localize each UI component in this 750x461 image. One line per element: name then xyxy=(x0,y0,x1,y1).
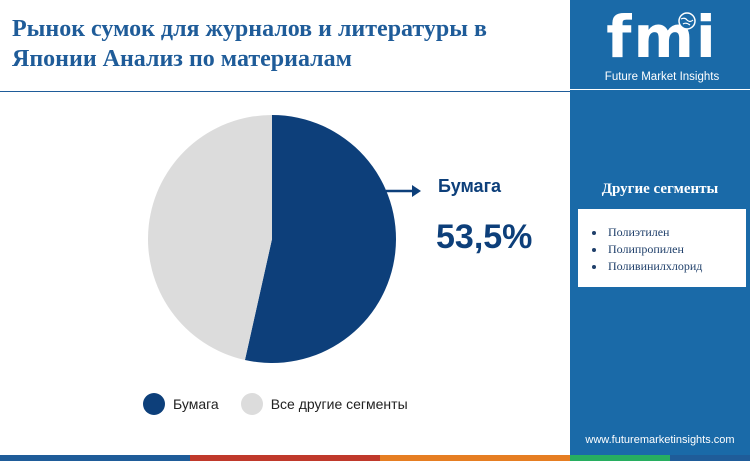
logo-subtitle: Future Market Insights xyxy=(604,71,720,83)
website-link[interactable]: www.futuremarketinsights.com xyxy=(585,434,735,446)
bullet-icon xyxy=(592,230,596,235)
callout-arrow-icon xyxy=(386,185,421,197)
stripe-segment xyxy=(0,455,190,461)
logo-wordmark: fmi xyxy=(606,3,718,71)
globe-icon xyxy=(678,12,696,30)
callout-value: 53,5% xyxy=(436,218,533,256)
pie-slice-paper xyxy=(244,115,397,364)
page-title: Рынок сумок для журналов и литературы в … xyxy=(12,16,487,72)
segments-list: Полиэтилен Полипропилен Поливинилхлорид xyxy=(592,224,702,275)
chart-legend: Бумага Все другие сегменты xyxy=(143,393,430,415)
footer-stripe xyxy=(0,455,750,461)
segments-box: Полиэтилен Полипропилен Поливинилхлорид xyxy=(578,209,746,287)
sidebar: fmi Future Market Insights Другие сегмен… xyxy=(570,0,750,461)
stripe-segment xyxy=(670,455,750,461)
callout-label: Бумага xyxy=(438,176,502,196)
segment-label: Поливинилхлорид xyxy=(608,259,703,273)
legend-item-paper: Бумага xyxy=(143,393,219,415)
stripe-segment xyxy=(380,455,570,461)
legend-label-other: Все другие сегменты xyxy=(270,396,408,412)
bullet-icon xyxy=(592,247,596,252)
segments-heading: Другие сегменты xyxy=(601,181,719,197)
stripe-segment xyxy=(190,455,380,461)
stripe-segment xyxy=(570,455,670,461)
legend-item-other: Все другие сегменты xyxy=(240,393,408,415)
list-item: Полипропилен xyxy=(592,241,702,258)
legend-label-paper: Бумага xyxy=(173,396,219,412)
list-item: Поливинилхлорид xyxy=(592,258,702,275)
bullet-icon xyxy=(592,264,596,269)
segment-label: Полипропилен xyxy=(608,242,684,256)
legend-swatch-paper xyxy=(143,393,165,415)
pie-slice-other xyxy=(148,115,272,361)
list-item: Полиэтилен xyxy=(592,224,702,241)
segment-label: Полиэтилен xyxy=(608,225,670,239)
sidebar-divider xyxy=(570,89,750,90)
fmi-logo: fmi Future Market Insights xyxy=(592,3,732,88)
pie-chart xyxy=(148,115,397,364)
title-divider xyxy=(0,91,570,92)
legend-swatch-other xyxy=(240,393,263,415)
